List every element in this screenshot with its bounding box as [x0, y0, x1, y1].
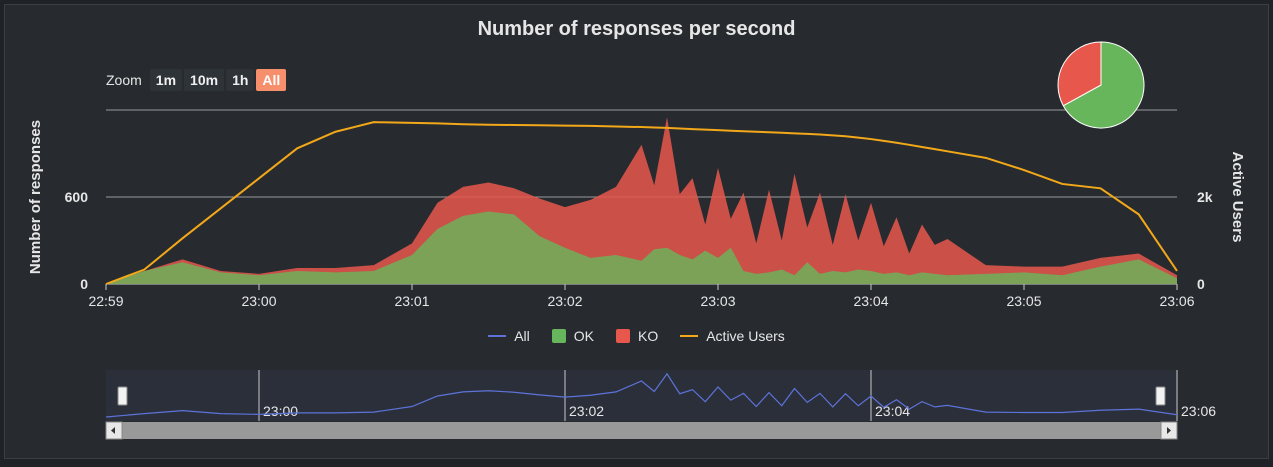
zoom-1m-button[interactable]: 1m [149, 69, 183, 91]
legend-item-all[interactable]: All [488, 328, 530, 344]
navigator-all-line [105, 372, 1178, 418]
zoom-all-button[interactable]: All [256, 69, 287, 91]
scroll-right-arrow-icon [1167, 427, 1171, 434]
x-tick-label: 23:04 [853, 293, 888, 309]
navigator-right-handle[interactable] [1155, 386, 1166, 406]
navigator-tick-label: 23:06 [1181, 403, 1216, 419]
y-right-axis-title: Active Users [1229, 152, 1246, 243]
y-tick-label: 600 [65, 189, 89, 205]
navigator-left-handle[interactable] [117, 386, 128, 406]
series-ok-area [106, 211, 1177, 284]
y-right-tick-label: 2k [1197, 189, 1213, 205]
pie-slice-ko [1057, 41, 1102, 107]
scroll-left-arrow-icon [111, 427, 115, 434]
x-tick-label: 22:59 [88, 293, 123, 309]
x-tick-label: 23:02 [547, 293, 582, 309]
zoom-1h-button[interactable]: 1h [226, 69, 255, 91]
x-tick-label: 23:00 [241, 293, 276, 309]
ok-ko-pie-chart [1057, 41, 1145, 129]
legend-item-ok[interactable]: OK [551, 328, 594, 344]
pie-slice-ok [1062, 41, 1145, 129]
series-active-users-line [105, 121, 1178, 285]
chart-legend: All OK KO Active Users [0, 328, 1273, 344]
legend-ko-symbol [615, 329, 630, 343]
x-tick-label: 23:05 [1006, 293, 1041, 309]
legend-users-label: Active Users [706, 328, 785, 344]
navigator: 23:00 23:02 23:04 23:06 [105, 370, 1216, 440]
x-tick-label: 23:01 [394, 293, 429, 309]
legend-item-active-users[interactable]: Active Users [680, 328, 785, 344]
chart-title: Number of responses per second [477, 18, 796, 40]
legend-item-ko[interactable]: KO [615, 328, 659, 344]
zoom-10m-button[interactable]: 10m [184, 69, 225, 91]
x-tick-label: 23:03 [700, 293, 735, 309]
series-ko-area [106, 117, 1177, 284]
legend-ok-symbol [551, 329, 566, 343]
legend-ko-label: KO [637, 328, 659, 344]
legend-all-symbol [488, 335, 507, 337]
x-tick-label: 23:06 [1159, 293, 1194, 309]
legend-all-label: All [514, 328, 530, 344]
zoom-label: Zoom [106, 72, 142, 88]
legend-users-symbol [680, 335, 699, 337]
y-right-tick-label: 0 [1197, 276, 1205, 292]
zoom-controls: Zoom 1m 10m 1h All [106, 68, 287, 92]
navigator-tick-label: 23:02 [569, 403, 604, 419]
navigator-tick-label: 23:00 [263, 403, 298, 419]
navigator-scrollbar[interactable] [106, 422, 1177, 439]
legend-ok-label: OK [573, 328, 594, 344]
y-axis-title: Number of responses [27, 120, 44, 274]
y-tick-label: 0 [80, 276, 88, 292]
